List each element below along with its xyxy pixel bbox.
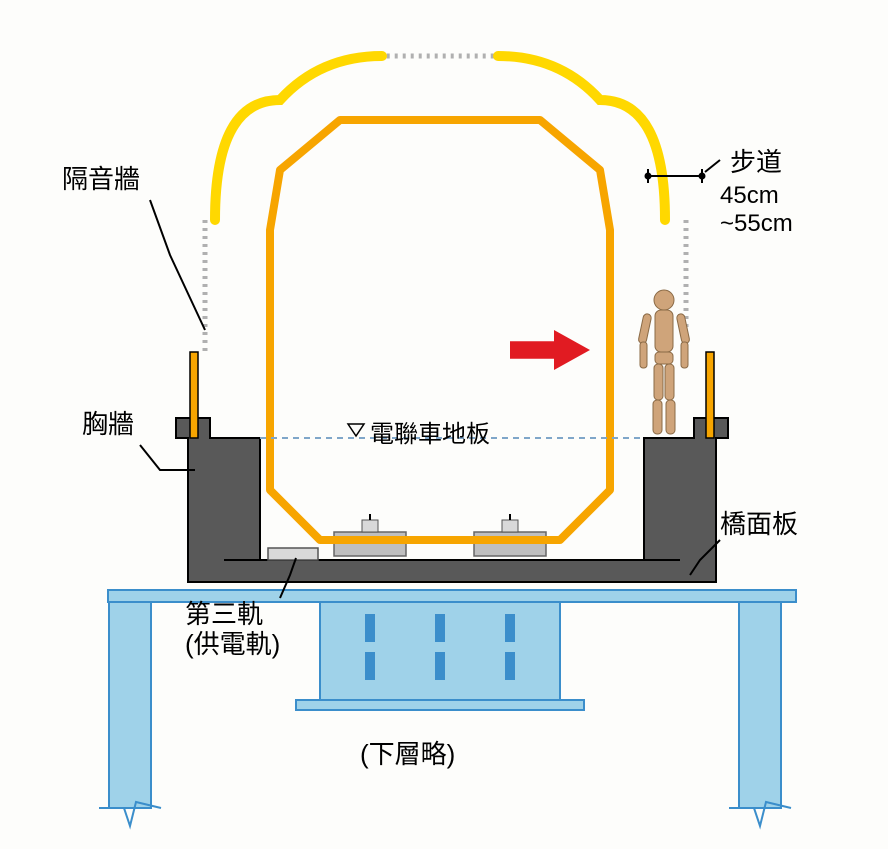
label-chest-wall: 胸牆 bbox=[82, 410, 134, 440]
stiffener bbox=[505, 614, 515, 642]
mannequin-icon bbox=[638, 290, 690, 434]
stiffener bbox=[435, 614, 445, 642]
parapet-right bbox=[706, 352, 714, 438]
stiffener bbox=[505, 652, 515, 680]
stiffener bbox=[365, 652, 375, 680]
stiffener bbox=[365, 614, 375, 642]
label-walkway: 步道 bbox=[730, 148, 782, 178]
enclosure-arc-dotted bbox=[215, 56, 665, 220]
third-rail bbox=[268, 548, 318, 560]
rail-head-1 bbox=[502, 520, 518, 532]
parapet-left bbox=[190, 352, 198, 438]
arrow-red bbox=[510, 330, 590, 370]
box-bottom-flange bbox=[296, 700, 584, 710]
pier-1 bbox=[739, 602, 781, 808]
stiffener bbox=[435, 652, 445, 680]
label-floor: 電聯車地板 bbox=[370, 421, 490, 449]
enclosure-arc-yellow-right bbox=[498, 56, 665, 220]
label-deck-plate: 橋面板 bbox=[720, 510, 798, 540]
label-lower-omit: (下層略) bbox=[360, 740, 455, 770]
pier-0 bbox=[109, 602, 151, 808]
label-soundwall: 隔音牆 bbox=[62, 165, 140, 195]
diagram-stage: 隔音牆 步道 45cm ~55cm 胸牆 電聯車地板 橋面板 第三軌 (供電軌)… bbox=[0, 0, 888, 849]
rail-head-0 bbox=[362, 520, 378, 532]
leader-chest-wall bbox=[140, 445, 195, 470]
label-third-rail: 第三軌 (供電軌) bbox=[185, 600, 280, 660]
dim-dot bbox=[645, 173, 652, 180]
leader-soundwall bbox=[150, 200, 205, 330]
enclosure-arc-yellow-left bbox=[215, 56, 382, 220]
floor-level-marker bbox=[348, 424, 364, 436]
dim-dot bbox=[699, 173, 706, 180]
leader-walkway bbox=[705, 160, 720, 172]
label-walkway-dim: 45cm ~55cm bbox=[720, 182, 793, 237]
